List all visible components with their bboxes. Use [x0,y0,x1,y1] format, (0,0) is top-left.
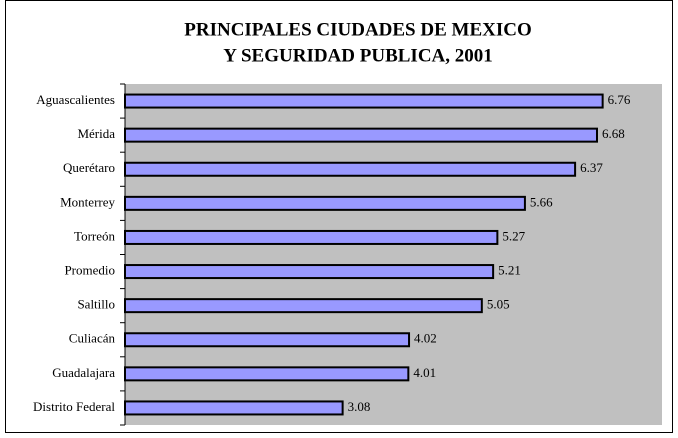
y-tick-label: Monterrey [60,194,115,209]
value-label: 6.37 [580,160,603,175]
y-tick-label: Mérida [77,126,115,141]
chart-title: PRINCIPALES CIUDADES DE MEXICO [184,19,532,40]
bar [124,298,483,314]
bar [124,127,598,143]
y-tick-label: Culiacán [69,331,116,346]
value-label: 3.08 [348,399,371,414]
y-tick-label: Torreón [74,228,115,243]
y-tick-label: Promedio [64,263,115,278]
y-tick-label: Querétaro [63,160,115,175]
bar [124,229,499,245]
value-label: 4.01 [413,365,436,380]
bar [124,93,604,109]
chart-title: Y SEGURIDAD PUBLICA, 2001 [223,45,493,66]
bar [124,332,411,348]
y-tick-label: Distrito Federal [33,399,115,414]
value-label: 5.66 [530,194,553,209]
value-label: 5.05 [487,297,510,312]
bar [124,161,577,177]
value-label: 6.76 [608,92,631,107]
value-label: 5.27 [502,228,525,243]
bar [124,400,344,416]
bar [124,366,410,382]
value-label: 6.68 [602,126,625,141]
y-tick-label: Saltillo [77,297,115,312]
value-label: 4.02 [414,331,437,346]
bar [124,195,526,211]
y-tick-label: Aguascalientes [36,92,115,107]
value-label: 5.21 [498,263,521,278]
bar [124,264,495,280]
y-tick-label: Guadalajara [52,365,115,380]
